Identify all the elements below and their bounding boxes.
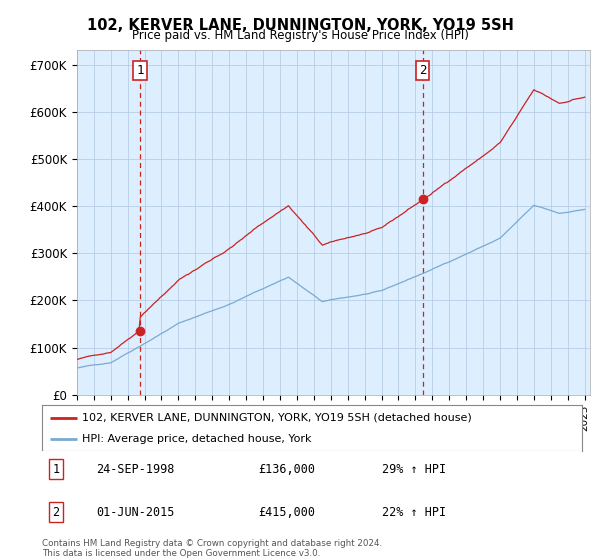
Text: 1: 1 bbox=[136, 64, 144, 77]
Text: Contains HM Land Registry data © Crown copyright and database right 2024.
This d: Contains HM Land Registry data © Crown c… bbox=[42, 539, 382, 558]
Text: 102, KERVER LANE, DUNNINGTON, YORK, YO19 5SH (detached house): 102, KERVER LANE, DUNNINGTON, YORK, YO19… bbox=[83, 413, 472, 423]
Text: 2: 2 bbox=[419, 64, 426, 77]
Text: 102, KERVER LANE, DUNNINGTON, YORK, YO19 5SH: 102, KERVER LANE, DUNNINGTON, YORK, YO19… bbox=[86, 18, 514, 33]
Text: Price paid vs. HM Land Registry's House Price Index (HPI): Price paid vs. HM Land Registry's House … bbox=[131, 29, 469, 42]
Text: 29% ↑ HPI: 29% ↑ HPI bbox=[382, 463, 446, 475]
Text: 2: 2 bbox=[52, 506, 59, 519]
Text: 24-SEP-1998: 24-SEP-1998 bbox=[96, 463, 175, 475]
Text: HPI: Average price, detached house, York: HPI: Average price, detached house, York bbox=[83, 435, 312, 444]
Text: 1: 1 bbox=[52, 463, 59, 475]
Text: £136,000: £136,000 bbox=[258, 463, 315, 475]
Text: 01-JUN-2015: 01-JUN-2015 bbox=[96, 506, 175, 519]
Text: £415,000: £415,000 bbox=[258, 506, 315, 519]
Text: 22% ↑ HPI: 22% ↑ HPI bbox=[382, 506, 446, 519]
